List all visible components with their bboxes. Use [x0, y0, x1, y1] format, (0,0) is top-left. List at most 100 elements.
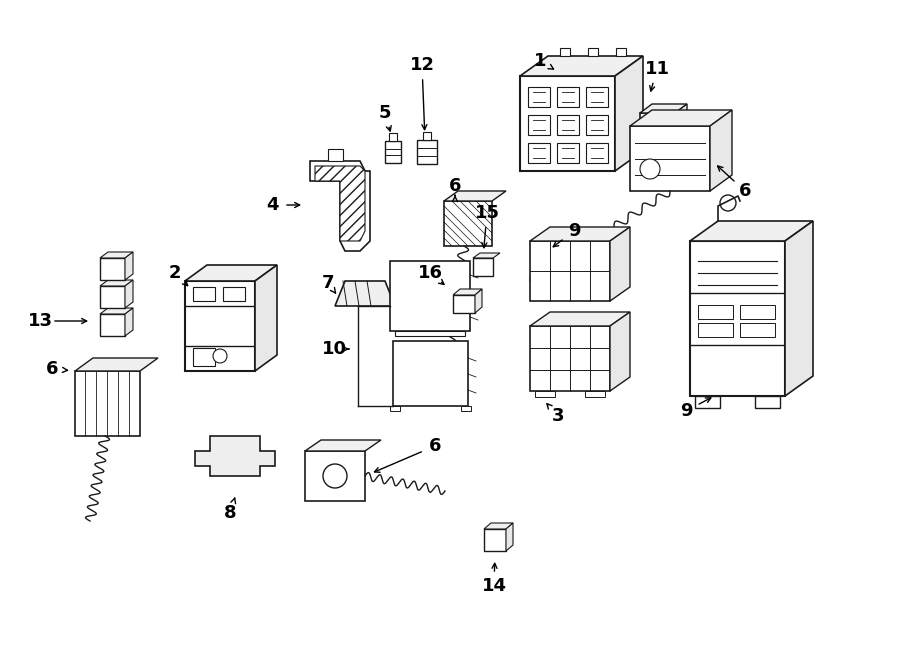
- Polygon shape: [335, 281, 395, 306]
- Text: 5: 5: [379, 104, 392, 122]
- Bar: [305, 451, 365, 501]
- Text: 13: 13: [28, 312, 52, 330]
- Polygon shape: [185, 265, 277, 281]
- Bar: [695, 396, 720, 408]
- Bar: [390, 406, 400, 411]
- Bar: [630, 126, 710, 191]
- Bar: [520, 76, 615, 171]
- Polygon shape: [315, 166, 365, 241]
- Bar: [530, 326, 610, 391]
- Bar: [484, 529, 506, 551]
- Text: 4: 4: [266, 196, 278, 214]
- Polygon shape: [125, 280, 133, 308]
- Text: 12: 12: [410, 56, 435, 74]
- Bar: [698, 323, 733, 337]
- Polygon shape: [785, 221, 813, 396]
- Polygon shape: [675, 104, 687, 143]
- Bar: [185, 281, 255, 371]
- Text: 16: 16: [418, 264, 443, 282]
- Bar: [100, 258, 125, 280]
- Polygon shape: [310, 161, 370, 251]
- Polygon shape: [305, 440, 381, 451]
- Bar: [390, 261, 470, 331]
- Bar: [535, 391, 555, 397]
- Text: 3: 3: [552, 407, 564, 425]
- Text: 1: 1: [534, 52, 546, 70]
- Bar: [390, 286, 402, 301]
- Polygon shape: [100, 308, 133, 314]
- Polygon shape: [125, 252, 133, 280]
- Bar: [193, 287, 215, 301]
- Bar: [444, 201, 492, 246]
- Text: 9: 9: [568, 222, 580, 240]
- Bar: [389, 133, 397, 141]
- Polygon shape: [125, 308, 133, 336]
- Polygon shape: [100, 252, 133, 258]
- Text: 9: 9: [680, 402, 692, 420]
- Bar: [100, 286, 125, 308]
- Polygon shape: [610, 227, 630, 301]
- Polygon shape: [610, 312, 630, 391]
- Bar: [530, 241, 610, 301]
- Polygon shape: [195, 436, 275, 476]
- Bar: [690, 241, 785, 396]
- Circle shape: [323, 464, 347, 488]
- Bar: [740, 323, 775, 337]
- Bar: [586, 143, 608, 163]
- Circle shape: [720, 195, 736, 211]
- Text: 2: 2: [169, 264, 181, 282]
- Bar: [473, 258, 493, 276]
- Bar: [75, 371, 140, 436]
- Bar: [557, 87, 579, 107]
- Bar: [640, 113, 675, 143]
- Polygon shape: [710, 110, 732, 191]
- Bar: [528, 87, 550, 107]
- Bar: [453, 295, 475, 313]
- Polygon shape: [255, 265, 277, 371]
- Bar: [698, 305, 733, 319]
- Text: 6: 6: [46, 360, 58, 378]
- Polygon shape: [453, 289, 482, 295]
- Text: 11: 11: [644, 60, 670, 78]
- Text: 8: 8: [224, 504, 237, 522]
- Polygon shape: [475, 289, 482, 313]
- Bar: [586, 87, 608, 107]
- Bar: [528, 115, 550, 135]
- Bar: [423, 132, 431, 140]
- Bar: [100, 314, 125, 336]
- Bar: [193, 348, 215, 366]
- Text: 6: 6: [428, 437, 441, 455]
- Text: 14: 14: [482, 577, 507, 595]
- Text: 6: 6: [449, 177, 461, 195]
- Bar: [560, 48, 570, 56]
- Polygon shape: [520, 56, 643, 76]
- Bar: [557, 115, 579, 135]
- Polygon shape: [444, 191, 506, 201]
- Bar: [395, 331, 465, 336]
- Circle shape: [213, 349, 227, 363]
- Polygon shape: [690, 221, 813, 241]
- Bar: [223, 287, 245, 301]
- Polygon shape: [615, 56, 643, 171]
- Bar: [393, 341, 468, 406]
- Bar: [528, 143, 550, 163]
- Polygon shape: [530, 312, 630, 326]
- Bar: [385, 141, 401, 163]
- Circle shape: [640, 159, 660, 179]
- Polygon shape: [530, 227, 630, 241]
- Text: 15: 15: [474, 204, 500, 222]
- Polygon shape: [640, 104, 687, 113]
- Polygon shape: [630, 110, 732, 126]
- Polygon shape: [484, 523, 513, 529]
- Text: 7: 7: [322, 274, 334, 292]
- Bar: [417, 140, 437, 164]
- Bar: [588, 48, 598, 56]
- Text: 10: 10: [321, 340, 347, 358]
- Polygon shape: [473, 253, 500, 258]
- Bar: [740, 305, 775, 319]
- Bar: [557, 143, 579, 163]
- Text: 6: 6: [739, 182, 752, 200]
- Polygon shape: [75, 358, 158, 371]
- Bar: [586, 115, 608, 135]
- Polygon shape: [506, 523, 513, 551]
